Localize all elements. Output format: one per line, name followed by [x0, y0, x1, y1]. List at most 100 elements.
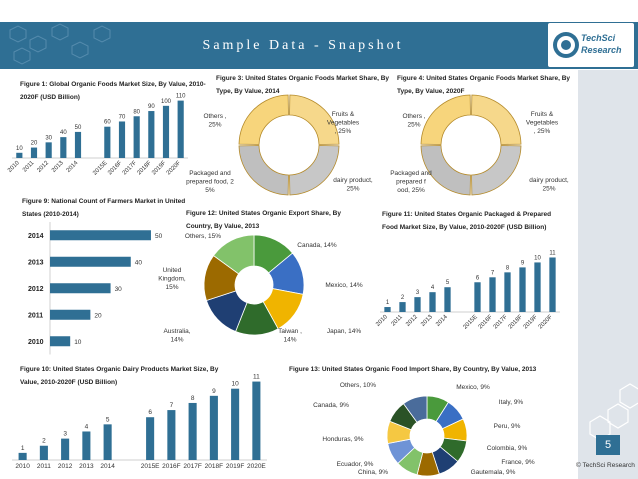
fig11-data-label-9: 10 — [534, 255, 541, 261]
logo-text-line2: Research — [581, 45, 622, 55]
fig11-data-label-3: 4 — [431, 285, 435, 291]
fig3-label-1-line0: dairy product, — [333, 177, 373, 184]
fig1-data-label-7: 80 — [133, 109, 140, 115]
fig9-tick-label-4: 2010 — [28, 339, 44, 346]
fig11-data-label-1: 2 — [401, 295, 405, 301]
fig10-data-label-2: 3 — [63, 431, 67, 438]
fig1-tick-label-10: 2020F — [166, 160, 183, 177]
fig12-label-5-line1: Kingdom, — [158, 276, 186, 283]
fig11-bar-6 — [489, 277, 496, 312]
fig4-label-1-line0: dairy product, — [529, 177, 569, 184]
fig10-bar-1 — [39, 445, 48, 460]
fig10-data-label-1: 2 — [42, 438, 46, 445]
fig13-label-5: Gautemala, 9% — [471, 469, 516, 476]
fig1-tick-label-5: 2015E — [92, 160, 109, 177]
fig10-bar-0 — [18, 452, 27, 460]
header-banner: Sample Data - Snapshot — [0, 22, 638, 69]
fig1-bar-0 — [16, 152, 23, 158]
fig13-label-9: Canada, 9% — [313, 402, 349, 409]
fig1-tick-label-3: 2013 — [51, 160, 65, 174]
fig3-label-2-line0: Packaged and — [189, 170, 231, 177]
fig13-title: Figure 13: United States Organic Food Im… — [289, 366, 537, 373]
fig11-bar-1 — [399, 302, 406, 312]
fig11-bar-8 — [519, 267, 526, 312]
copyright: © TechSci Research — [576, 462, 635, 469]
fig12-label-5-line0: United — [163, 267, 182, 274]
fig10-data-label-4: 5 — [106, 416, 110, 423]
fig1-title: Figure 1: Global Organic Foods Market Si… — [20, 81, 206, 101]
fig3-title: Figure 3: United States Organic Foods Ma… — [216, 75, 390, 95]
fig3-label-0-line1: Vegetables — [327, 120, 360, 127]
fig4-label-2-line0: Packaged and — [390, 170, 432, 177]
fig1-data-label-6: 70 — [119, 114, 126, 120]
fig4-slice-0 — [471, 94, 522, 145]
fig4-label-3-line0: Others , — [402, 113, 425, 120]
logo-text-line1: TechSci — [581, 33, 616, 43]
fig11-data-label-2: 3 — [416, 290, 420, 296]
fig11-data-label-7: 8 — [506, 265, 510, 271]
fig10-title: Figure 10: United States Organic Dairy P… — [20, 366, 219, 386]
fig13-label-7: Ecuador, 9% — [337, 461, 374, 468]
fig10-data-label-5: 6 — [148, 409, 152, 416]
fig9-data-label-1: 40 — [135, 259, 143, 266]
fig3-label-0-line0: Fruits & — [332, 111, 355, 118]
fig13-label-6: China, 9% — [358, 469, 388, 476]
fig10-tick-label-2: 2012 — [58, 463, 73, 470]
fig3-slice-0 — [289, 94, 340, 145]
fig4-slice-1 — [471, 145, 522, 196]
fig9-tick-label-1: 2013 — [28, 259, 44, 266]
fig1-bar-8 — [148, 111, 155, 158]
fig10-bar-5 — [146, 417, 155, 460]
fig1-tick-label-9: 2019F — [151, 160, 168, 177]
fig3-slice-1 — [289, 145, 340, 196]
fig10-data-label-0: 1 — [21, 445, 25, 452]
fig1-data-label-10: 110 — [176, 94, 186, 100]
fig13-slice-10 — [402, 395, 428, 423]
fig12-label-5-line2: 15% — [165, 284, 178, 291]
fig1-bar-7 — [133, 116, 140, 158]
fig13-label-8: Honduras, 9% — [322, 436, 363, 443]
fig11-tick-label-2: 2012 — [405, 314, 419, 328]
fig3-label-2-line1: prepared food, 2 — [186, 179, 234, 186]
fig11-tick-label-5: 2015E — [462, 314, 479, 331]
fig1-data-label-1: 20 — [31, 141, 38, 147]
fig1-bar-9 — [162, 105, 170, 158]
fig10-tick-label-0: 2010 — [15, 463, 30, 470]
page-number: 5 — [596, 435, 620, 455]
fig3-slice-3 — [238, 94, 289, 145]
fig1-tick-label-2: 2012 — [36, 160, 50, 174]
fig11-bar-2 — [414, 297, 421, 312]
fig12-label-6: Others, 15% — [185, 233, 221, 240]
fig1-data-label-0: 10 — [16, 146, 23, 152]
fig12-label-1: Mexico, 14% — [325, 282, 362, 289]
fig11-tick-label-3: 2013 — [420, 314, 434, 328]
fig1-tick-label-8: 2018F — [136, 160, 153, 177]
fig10-tick-label-3: 2013 — [79, 463, 94, 470]
fig9-title: Figure 9: National Count of Farmers Mark… — [22, 198, 186, 218]
fig11-bar-7 — [504, 272, 511, 312]
fig12-label-2: Japan, 14% — [327, 328, 362, 335]
fig9-tick-label-3: 2011 — [28, 312, 43, 319]
fig10-data-label-8: 9 — [212, 388, 216, 395]
fig12-label-3-line0: Taiwan , — [278, 328, 302, 335]
fig9-bar-3 — [50, 309, 91, 320]
sidebar-hex-pattern — [589, 383, 638, 441]
right-sidebar — [578, 70, 638, 479]
logo: TechSci Research — [548, 23, 634, 67]
fig11-tick-label-10: 2020F — [538, 314, 555, 331]
fig11-bar-3 — [429, 292, 436, 312]
fig10-data-label-3: 4 — [85, 423, 89, 430]
fig11-bar-9 — [534, 262, 541, 312]
header-decoration — [9, 23, 111, 65]
fig3-label-3-line0: Others , — [203, 113, 226, 120]
fig1-bar-2 — [45, 142, 52, 158]
fig4-label-0-line1: Vegetables — [526, 120, 559, 127]
fig1-bar-5 — [104, 126, 111, 158]
fig11-tick-label-4: 2014 — [435, 314, 449, 328]
fig11-tick-label-7: 2017F — [493, 314, 510, 331]
fig4-slice-2 — [420, 145, 471, 196]
fig11-data-label-6: 7 — [491, 270, 495, 276]
fig9-bar-4 — [50, 336, 71, 347]
fig3-label-1-line1: 25% — [346, 186, 359, 193]
